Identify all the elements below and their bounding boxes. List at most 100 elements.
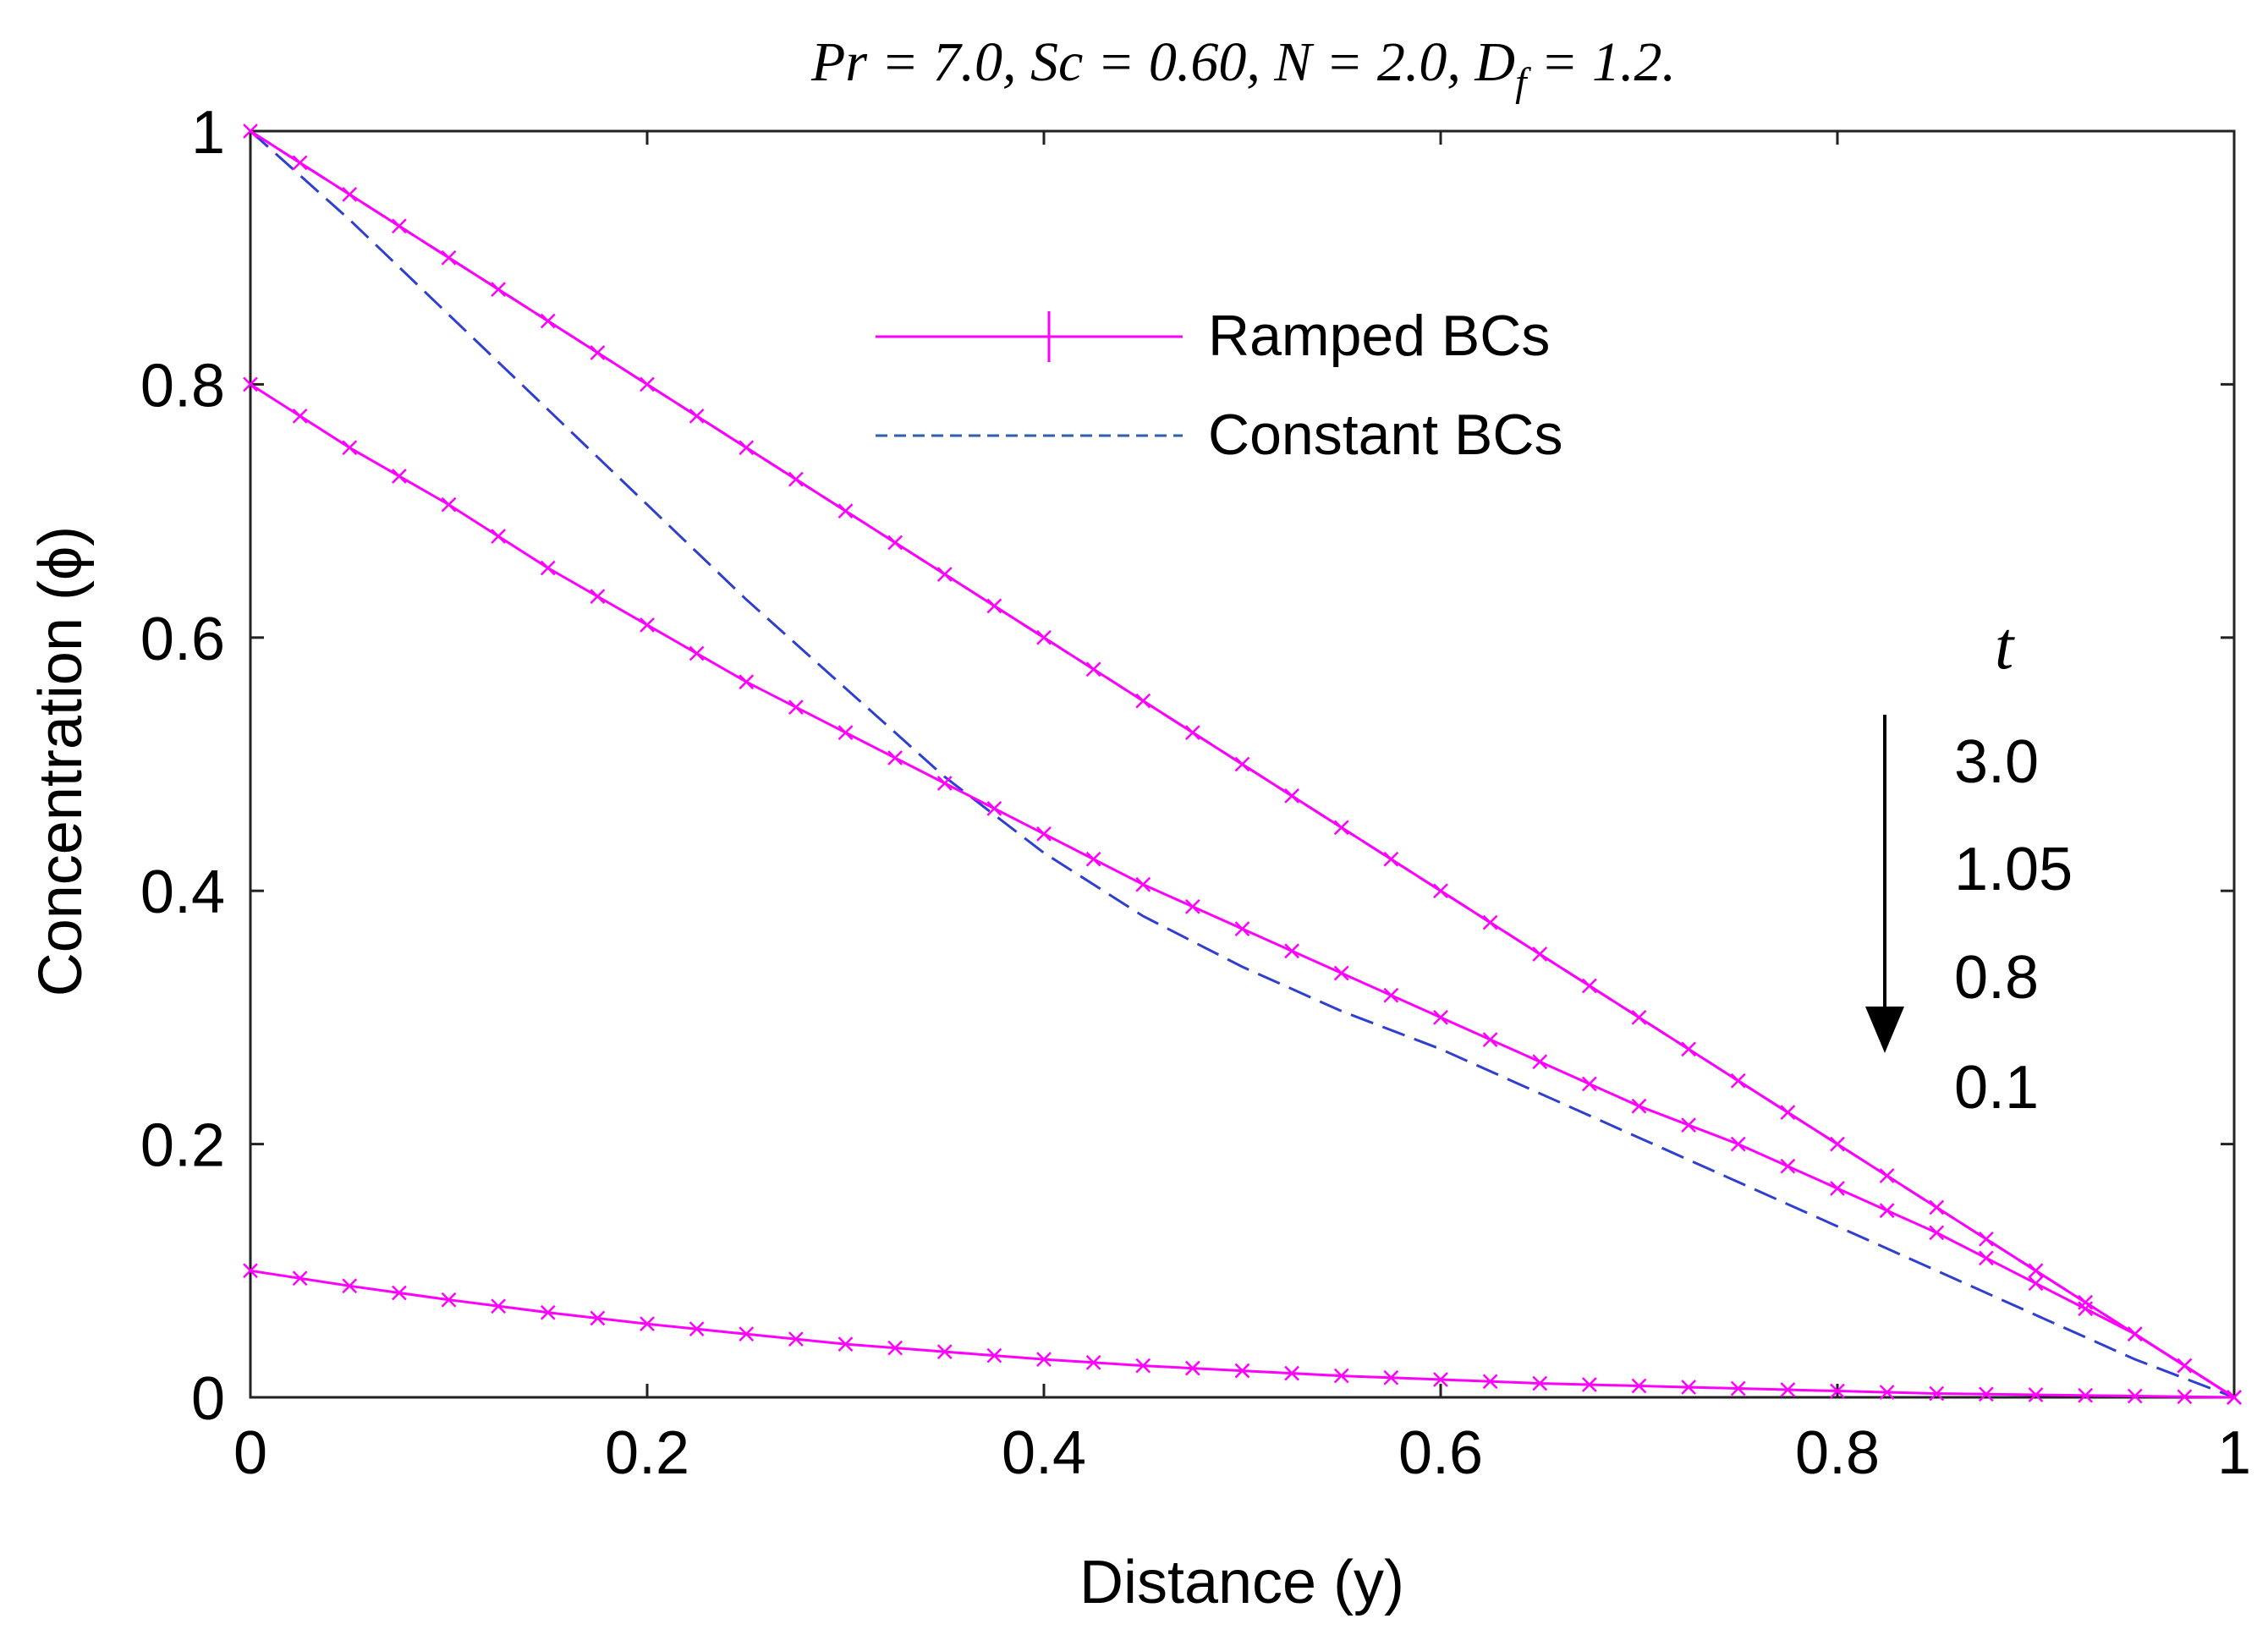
series-point-4 bbox=[936, 1344, 953, 1359]
down-arrow-icon bbox=[1865, 1007, 1904, 1053]
series-point-3 bbox=[887, 750, 903, 765]
series-point-4 bbox=[1631, 1378, 1647, 1394]
series-point-3 bbox=[1135, 876, 1151, 892]
series-point-2 bbox=[1681, 1041, 1697, 1057]
annotation-value-3: 0.8 bbox=[1954, 944, 2039, 1012]
x-tick-label: 0.4 bbox=[1002, 1419, 1086, 1487]
series-point-3 bbox=[837, 725, 854, 740]
series-point-3 bbox=[986, 801, 1002, 816]
series-point-3 bbox=[1482, 1032, 1498, 1047]
series-point-3 bbox=[590, 589, 606, 605]
series-point-4 bbox=[1581, 1377, 1597, 1392]
series-point-3 bbox=[391, 469, 407, 484]
series-point-3 bbox=[292, 408, 308, 424]
series-point-2 bbox=[837, 503, 854, 518]
series-point-4 bbox=[2078, 1387, 2094, 1403]
x-tick-label: 1 bbox=[2217, 1419, 2251, 1487]
series-point-3 bbox=[1780, 1158, 1796, 1174]
series-point-4 bbox=[342, 1278, 358, 1294]
series-point-3 bbox=[1184, 899, 1200, 914]
annotation-value-1: 3.0 bbox=[1954, 728, 2039, 796]
series-point-3 bbox=[1978, 1250, 1994, 1266]
series-point-4 bbox=[887, 1340, 903, 1356]
y-tick-label: 0.8 bbox=[140, 352, 225, 420]
series-point-2 bbox=[1532, 946, 1548, 962]
series-point-2 bbox=[986, 598, 1002, 614]
series-point-2 bbox=[739, 440, 755, 456]
series-point-3 bbox=[1383, 987, 1399, 1003]
series-point-2 bbox=[1433, 883, 1448, 899]
series-point-4 bbox=[441, 1292, 457, 1308]
time-annotation: t 3.0 1.05 0.8 0.1 bbox=[1865, 609, 2073, 1122]
series-point-3 bbox=[243, 376, 258, 392]
series-point-3 bbox=[1085, 851, 1101, 867]
series-point-2 bbox=[1284, 788, 1300, 804]
series-point-4 bbox=[2028, 1387, 2044, 1402]
x-tick-label: 0.2 bbox=[605, 1419, 689, 1487]
series-lines bbox=[243, 123, 2242, 1405]
series-point-4 bbox=[1830, 1383, 1845, 1399]
x-axis-title: Distance (y) bbox=[1079, 1549, 1404, 1616]
series-point-4 bbox=[590, 1310, 606, 1326]
series-point-4 bbox=[1184, 1360, 1200, 1376]
series-point-4 bbox=[1681, 1380, 1697, 1395]
x-tick-label: 0.6 bbox=[1398, 1419, 1483, 1487]
series-point-4 bbox=[739, 1326, 755, 1342]
series-point-3 bbox=[1879, 1203, 1895, 1219]
series-point-2 bbox=[887, 535, 903, 551]
series-point-3 bbox=[2177, 1358, 2193, 1374]
series-point-4 bbox=[1879, 1385, 1895, 1400]
series-point-4 bbox=[1978, 1386, 1994, 1402]
series-point-4 bbox=[2227, 1390, 2242, 1405]
y-tick-label: 0 bbox=[191, 1365, 225, 1433]
annotation-value-4: 0.1 bbox=[1954, 1054, 2039, 1122]
series-point-4 bbox=[2177, 1389, 2193, 1405]
series-point-4 bbox=[2127, 1388, 2143, 1404]
series-point-3 bbox=[1333, 965, 1349, 981]
series-point-3 bbox=[1730, 1136, 1746, 1152]
series-point-2 bbox=[1780, 1105, 1796, 1121]
series-point-3 bbox=[1681, 1117, 1697, 1133]
legend-constant-label: Constant BCs bbox=[1208, 403, 1563, 467]
series-point-2 bbox=[1234, 756, 1250, 772]
series-point-2 bbox=[391, 218, 407, 234]
legend-ramped-label: Ramped BCs bbox=[1208, 304, 1550, 368]
x-tick-label: 0 bbox=[233, 1419, 267, 1487]
series-point-4 bbox=[689, 1321, 705, 1337]
annotation-variable: t bbox=[1995, 609, 2015, 683]
series-point-2 bbox=[1830, 1136, 1845, 1152]
series-point-2 bbox=[491, 282, 507, 298]
series-point-2 bbox=[1929, 1199, 1945, 1215]
series-point-3 bbox=[739, 674, 755, 690]
series-line-1 bbox=[250, 129, 2235, 1399]
series-point-3 bbox=[1036, 826, 1052, 842]
chart-title: Pr = 7.0, Sc = 0.60, N = 2.0, Df = 1.2. bbox=[810, 31, 1676, 105]
series-point-3 bbox=[2078, 1301, 2094, 1317]
series-point-2 bbox=[342, 186, 358, 202]
series-point-4 bbox=[1433, 1372, 1448, 1387]
series-point-4 bbox=[1085, 1354, 1101, 1370]
annotation-value-2: 1.05 bbox=[1954, 836, 2073, 903]
series-point-2 bbox=[936, 567, 953, 582]
series-point-2 bbox=[1184, 725, 1200, 740]
series-point-2 bbox=[540, 313, 556, 329]
series-point-2 bbox=[1730, 1073, 1746, 1089]
series-point-3 bbox=[2028, 1276, 2044, 1292]
series-point-3 bbox=[1830, 1181, 1845, 1196]
series-point-4 bbox=[640, 1316, 655, 1332]
series-point-3 bbox=[936, 776, 953, 791]
series-point-3 bbox=[1234, 921, 1250, 936]
series-point-4 bbox=[491, 1298, 507, 1314]
series-point-2 bbox=[1631, 1010, 1647, 1025]
x-tick-label: 0.8 bbox=[1795, 1419, 1880, 1487]
plot-area-frame bbox=[249, 129, 2236, 1399]
series-point-4 bbox=[1234, 1363, 1250, 1379]
series-point-4 bbox=[837, 1336, 854, 1352]
series-point-4 bbox=[1383, 1369, 1399, 1385]
series-point-2 bbox=[1383, 851, 1399, 867]
legend: Ramped BCs Constant BCs bbox=[876, 304, 1563, 467]
series-point-3 bbox=[1581, 1076, 1597, 1092]
series-point-4 bbox=[243, 1263, 258, 1279]
series-point-2 bbox=[1333, 820, 1349, 836]
